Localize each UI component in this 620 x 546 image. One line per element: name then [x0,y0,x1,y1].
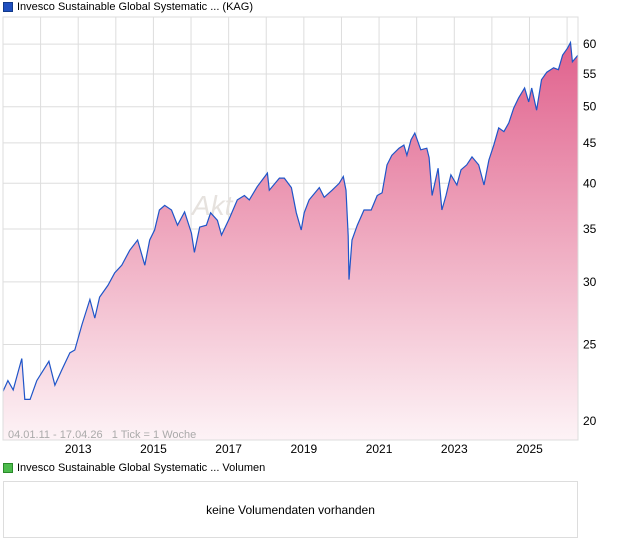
x-tick-label: 2021 [366,442,393,456]
price-area [3,42,578,440]
volume-empty-message: keine Volumendaten vorhanden [206,502,375,517]
y-tick-label: 25 [583,337,597,351]
y-axis: 20 25 30 35 40 45 50 55 60 [583,37,597,428]
y-tick-label: 30 [583,275,597,289]
x-tick-label: 2017 [215,442,242,456]
plot-frame [2,16,579,441]
y-tick-label: 60 [583,37,597,51]
x-tick-label: 2015 [140,442,167,456]
y-tick-label: 45 [583,136,597,150]
y-tick-label: 20 [583,414,597,428]
x-tick-label: 2013 [65,442,92,456]
volume-legend: Invesco Sustainable Global Systematic ..… [3,462,265,474]
price-line [2,40,579,400]
legend-swatch-volume [3,463,13,473]
legend-label-price: Invesco Sustainable Global Systematic ..… [17,1,253,13]
y-tick-label: 55 [583,67,597,81]
y-tick-label: 40 [583,176,597,190]
legend-swatch-price [3,2,13,12]
price-legend: Invesco Sustainable Global Systematic ..… [3,1,253,13]
x-tick-label: 2019 [290,442,317,456]
x-tick-label: 2025 [516,442,543,456]
y-tick-label: 50 [583,100,597,114]
volume-chart: keine Volumendaten vorhanden [3,481,578,538]
y-tick-label: 35 [583,222,597,236]
x-axis: 2013 2015 2017 2019 2021 2023 2025 [65,442,543,456]
legend-label-volume: Invesco Sustainable Global Systematic ..… [17,462,266,474]
x-tick-label: 2023 [441,442,468,456]
range-info: 04.01.11 - 17.04.26 1 Tick = 1 Woche [8,429,196,441]
